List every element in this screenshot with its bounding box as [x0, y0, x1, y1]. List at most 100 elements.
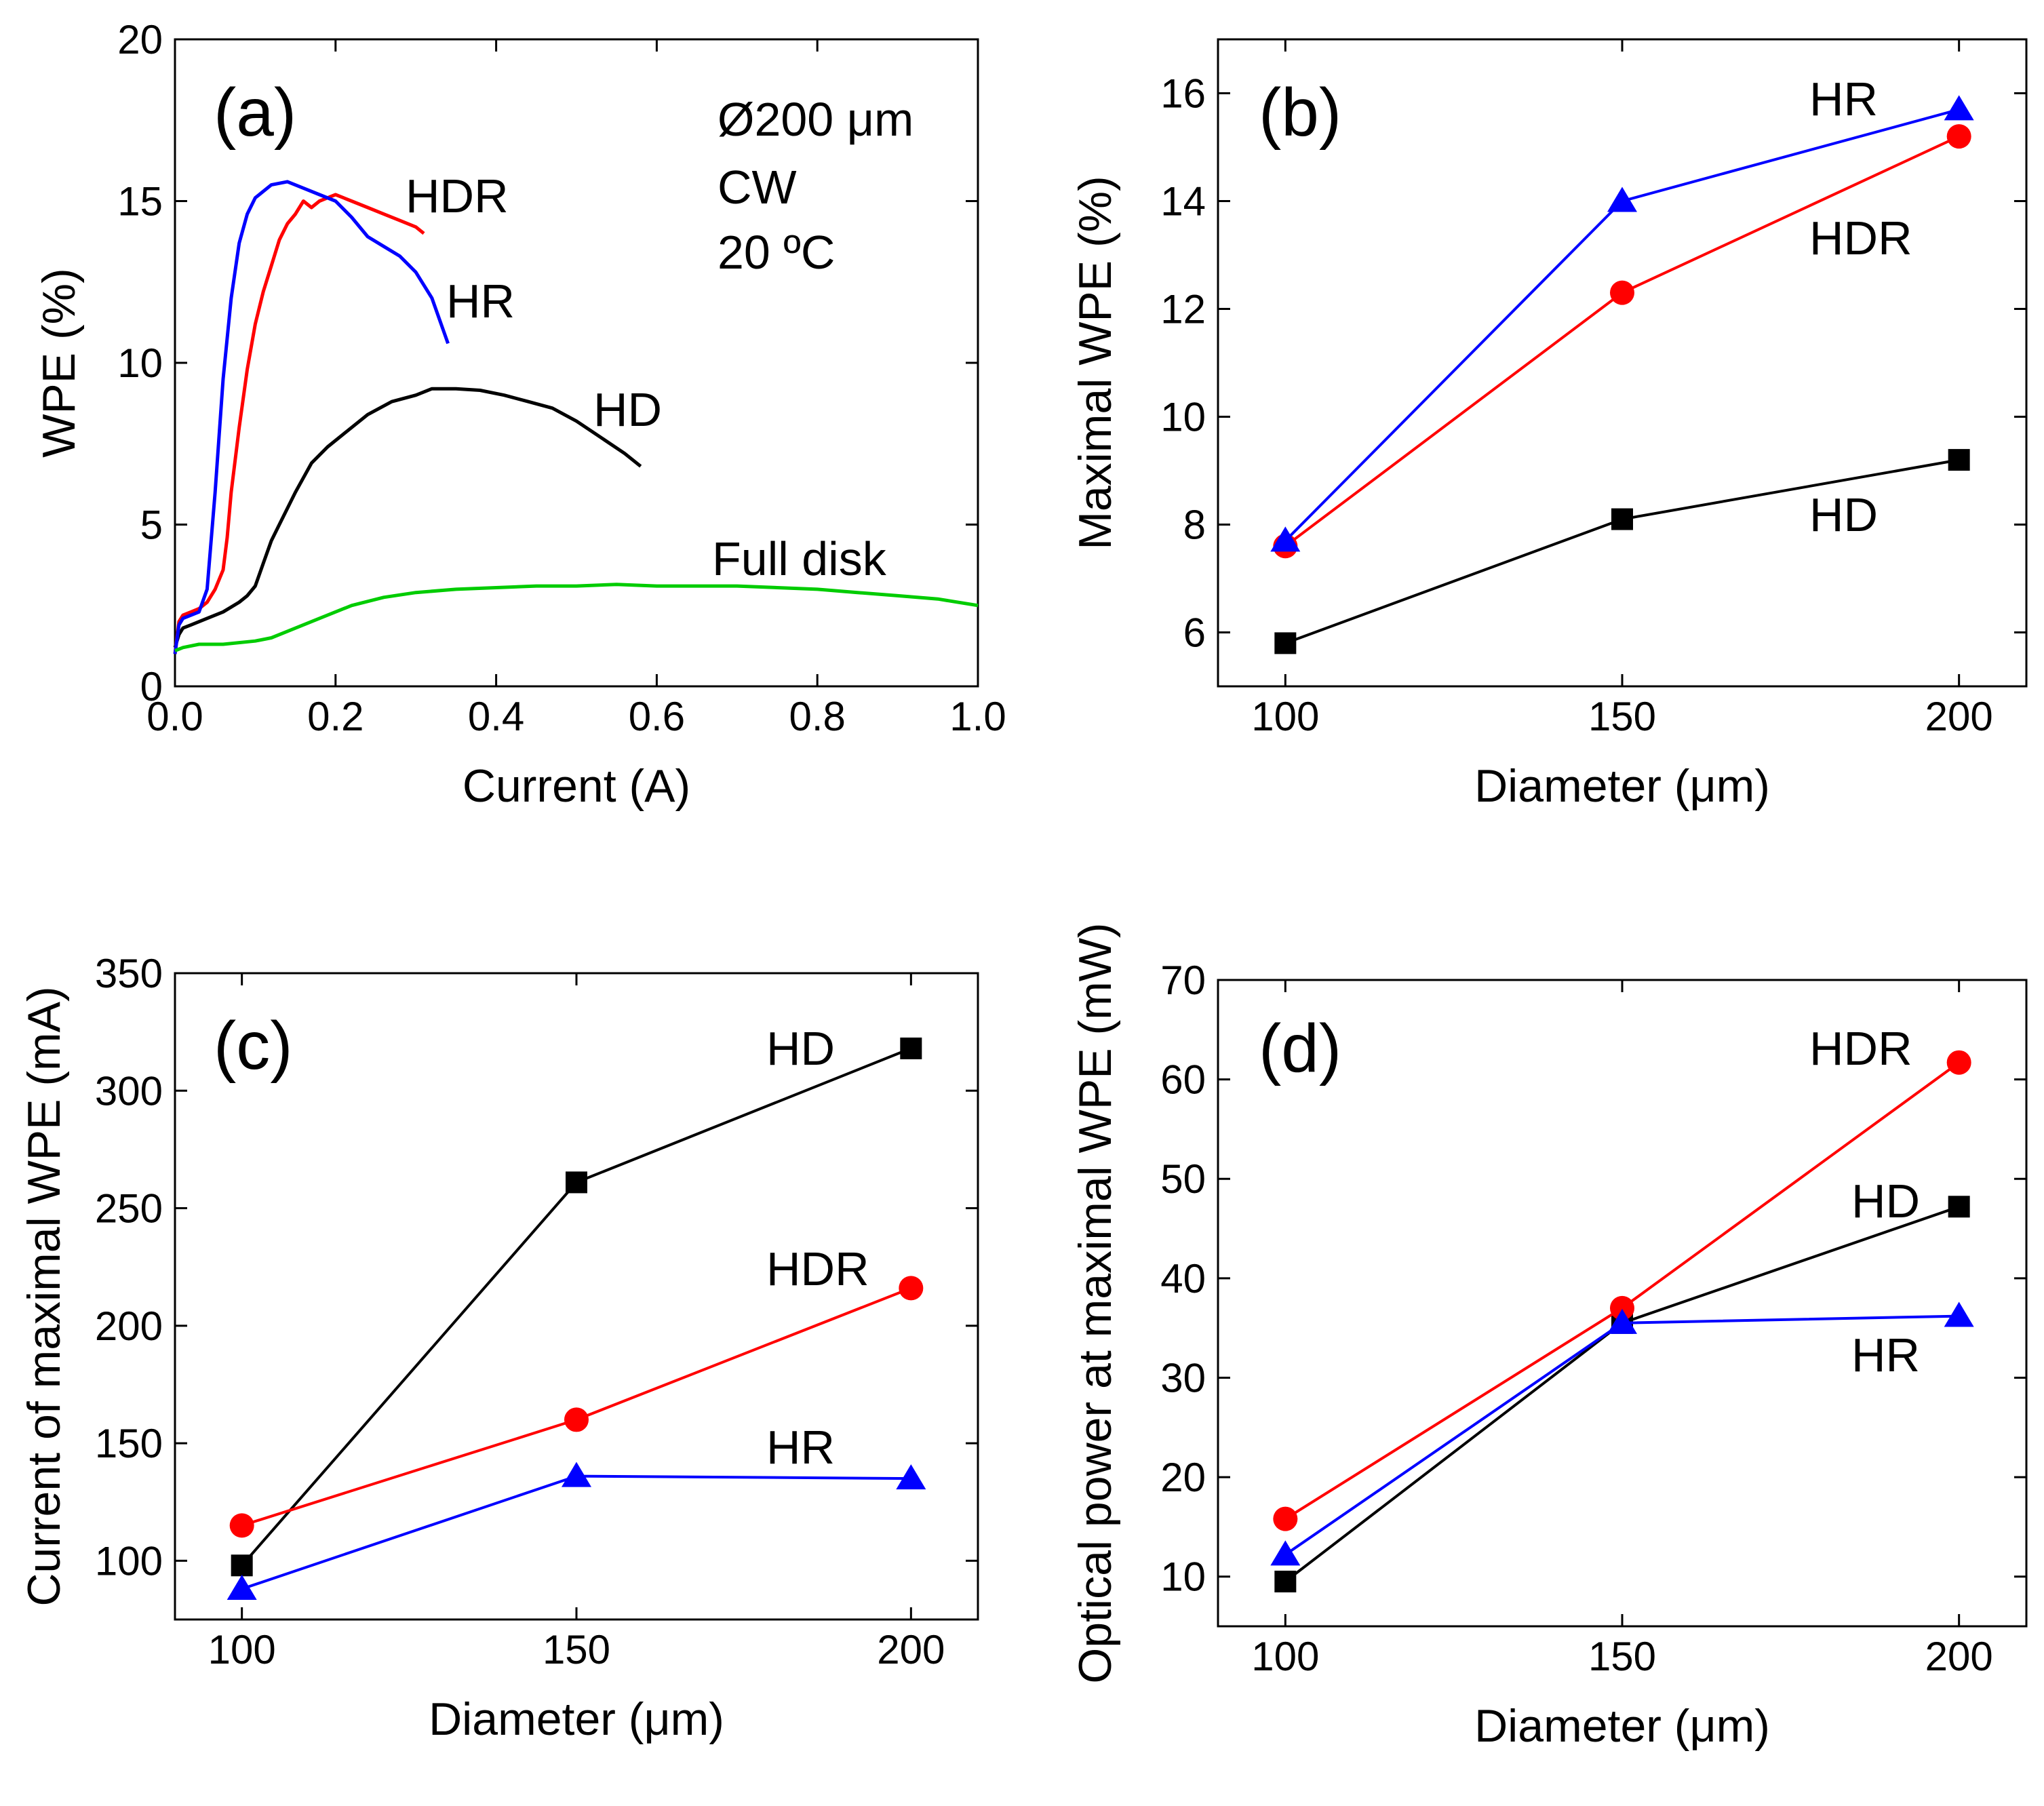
- y-tick-label: 6: [1183, 610, 1206, 656]
- y-tick-label: 300: [95, 1068, 163, 1114]
- x-tick-label: 200: [1925, 694, 1993, 739]
- y-tick-label: 250: [95, 1186, 163, 1232]
- series-label: HDR: [766, 1242, 869, 1295]
- data-point: [1610, 1295, 1634, 1320]
- x-tick-label: 200: [1925, 1634, 1993, 1679]
- data-point: [1607, 187, 1637, 212]
- series-hr: [173, 180, 450, 654]
- x-tick-label: 200: [877, 1627, 945, 1672]
- data-point: [1273, 1506, 1298, 1531]
- data-point: [564, 1407, 589, 1432]
- series-line: [173, 193, 425, 654]
- series-line: [241, 1047, 912, 1567]
- chart-panel-a: 0.0 0.2 0.4 0.6 0.8 1.0 0 5 10 15 20 Current (A) WPE…: [33, 17, 1006, 812]
- x-tick-label: 0.0: [146, 694, 203, 739]
- y-tick-label: 200: [95, 1303, 163, 1349]
- x-tick-label: 150: [1588, 694, 1656, 739]
- chart-panel-d: 100 150 200 10 20 30 40 50 60 70 Diameter (μm) Opti…: [1069, 922, 2028, 1752]
- series-label: HDR: [1809, 212, 1912, 264]
- x-tick-label: 150: [543, 1627, 610, 1672]
- series-line: [1284, 108, 1960, 542]
- series-label: HR: [1851, 1329, 1920, 1381]
- y-tick-label: 100: [95, 1538, 163, 1584]
- series-hd: [173, 387, 642, 648]
- series-hd: [231, 1037, 922, 1577]
- x-axis-title: Diameter (μm): [1474, 1700, 1770, 1752]
- y-tick-label: 8: [1183, 503, 1206, 548]
- series-full-disk: [174, 583, 979, 652]
- series-hd: [1274, 449, 1970, 654]
- x-axis-title: Diameter (μm): [1474, 760, 1770, 812]
- data-point: [229, 1513, 254, 1538]
- x-tick-label: 100: [1251, 1634, 1319, 1679]
- series-line: [173, 180, 450, 654]
- x-tick-label: 0.2: [307, 694, 363, 739]
- data-point: [1610, 280, 1634, 305]
- data-point: [1948, 1196, 1970, 1218]
- y-axis-title: Current of maximal WPE (mA): [18, 986, 70, 1606]
- series-label: HR: [766, 1421, 835, 1474]
- series-hr: [227, 1461, 926, 1600]
- series-line: [1284, 1205, 1960, 1583]
- series-label: HD: [766, 1022, 835, 1075]
- y-tick-label: 16: [1160, 71, 1206, 117]
- panel-label: (b): [1259, 75, 1341, 151]
- series-label: HD: [1851, 1175, 1920, 1228]
- y-tick-label: 10: [1160, 395, 1206, 440]
- series-hr: [1270, 95, 1974, 552]
- data-point: [227, 1574, 257, 1600]
- y-tick-label: 0: [140, 664, 163, 709]
- y-tick-label: 5: [140, 503, 163, 548]
- annotation: CW: [718, 161, 797, 214]
- panel-label: (c): [214, 1008, 293, 1084]
- data-point: [1274, 1571, 1297, 1593]
- y-tick-label: 30: [1160, 1355, 1206, 1400]
- series-hdr: [229, 1276, 924, 1538]
- data-point: [1270, 526, 1301, 552]
- data-point: [896, 1464, 926, 1490]
- x-tick-label: 1.0: [949, 694, 1006, 739]
- data-point: [900, 1037, 922, 1059]
- series-line: [241, 1287, 912, 1527]
- y-tick-label: 150: [95, 1421, 163, 1466]
- series-label: HR: [1809, 73, 1878, 125]
- y-tick-label: 60: [1160, 1057, 1206, 1103]
- y-tick-label: 10: [117, 340, 163, 386]
- series-hr: [1270, 1301, 1974, 1566]
- series-hd: [1274, 1196, 1970, 1593]
- series-label: HDR: [1809, 1022, 1912, 1075]
- series-line: [174, 583, 979, 652]
- series-label: HDR: [406, 170, 509, 222]
- y-tick-label: 15: [117, 179, 163, 224]
- data-point: [899, 1276, 924, 1301]
- y-axis-title: Optical power at maximal WPE (mW): [1069, 922, 1121, 1683]
- chart-panel-c: 100 150 200 100 150 200 250 300 350 Diameter (μm)…: [18, 951, 979, 1745]
- panel-label: (d): [1259, 1010, 1341, 1086]
- series-label: Full disk: [712, 532, 887, 585]
- data-point: [1948, 449, 1970, 471]
- series-label: HR: [446, 275, 515, 328]
- x-tick-label: 0.8: [789, 694, 845, 739]
- series-hdr: [1273, 1050, 1971, 1531]
- y-tick-label: 20: [1160, 1455, 1206, 1500]
- series-label: HD: [593, 383, 662, 436]
- y-tick-label: 50: [1160, 1156, 1206, 1202]
- x-tick-label: 150: [1588, 1634, 1656, 1679]
- annotation: 20 ºC: [718, 226, 835, 279]
- y-axis-title: Maximal WPE (%): [1069, 176, 1121, 550]
- data-point: [1274, 632, 1297, 654]
- panel-label: (a): [214, 75, 296, 151]
- x-tick-label: 0.4: [468, 694, 524, 739]
- y-tick-label: 10: [1160, 1554, 1206, 1600]
- annotation: Ø200 μm: [718, 93, 913, 146]
- data-point: [1944, 1301, 1974, 1327]
- data-point: [1270, 1540, 1301, 1566]
- y-tick-label: 12: [1160, 287, 1206, 332]
- data-point: [1607, 1308, 1637, 1334]
- y-tick-label: 20: [117, 17, 163, 62]
- y-tick-label: 70: [1160, 958, 1206, 1003]
- x-tick-label: 0.6: [629, 694, 685, 739]
- data-point: [1946, 1050, 1971, 1075]
- data-point: [562, 1461, 591, 1487]
